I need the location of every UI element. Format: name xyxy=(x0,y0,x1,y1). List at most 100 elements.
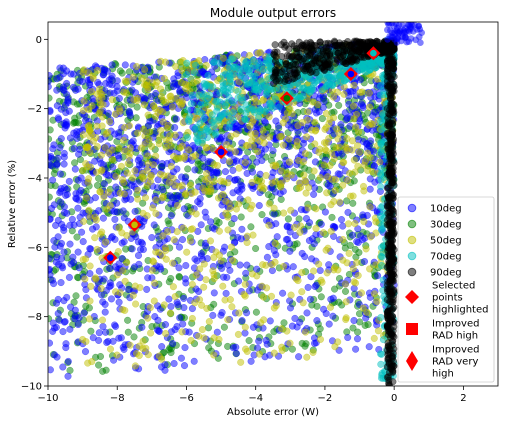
data-point xyxy=(298,288,306,296)
data-point xyxy=(278,346,286,354)
data-point xyxy=(366,175,374,183)
data-point xyxy=(165,178,173,187)
data-point xyxy=(108,96,116,104)
data-point xyxy=(49,176,57,184)
data-point xyxy=(352,345,360,353)
data-point xyxy=(128,86,136,94)
data-point xyxy=(322,309,330,318)
data-point xyxy=(188,91,196,100)
data-point xyxy=(144,351,152,359)
data-point xyxy=(196,195,204,203)
data-point xyxy=(346,169,354,177)
data-point xyxy=(171,293,179,301)
data-point xyxy=(75,150,83,158)
data-point xyxy=(327,40,335,48)
data-point xyxy=(165,295,173,303)
data-point xyxy=(160,75,168,83)
data-point xyxy=(104,109,112,117)
data-point xyxy=(315,260,323,268)
data-point xyxy=(278,325,286,333)
data-point xyxy=(146,173,155,181)
data-point xyxy=(245,68,253,76)
data-point xyxy=(150,221,158,229)
data-point xyxy=(166,309,174,317)
data-point xyxy=(267,292,276,300)
data-point xyxy=(253,272,261,280)
data-point xyxy=(172,62,180,71)
data-point xyxy=(241,329,249,337)
data-point xyxy=(71,118,79,126)
data-point xyxy=(48,193,53,201)
data-point xyxy=(142,81,150,89)
data-point xyxy=(226,75,234,83)
data-point xyxy=(140,101,148,109)
data-point xyxy=(326,73,334,81)
data-point xyxy=(132,300,140,308)
data-point xyxy=(270,210,278,218)
data-point xyxy=(273,233,281,241)
data-point xyxy=(157,85,165,93)
data-point xyxy=(265,200,273,208)
data-point xyxy=(284,235,292,243)
data-point xyxy=(204,324,213,332)
data-point xyxy=(266,133,274,141)
data-point xyxy=(67,70,75,78)
data-point xyxy=(253,81,261,90)
data-point xyxy=(70,144,78,153)
data-point xyxy=(178,328,186,336)
data-point xyxy=(183,106,192,114)
data-point xyxy=(219,82,227,90)
data-point xyxy=(189,153,197,161)
data-point xyxy=(268,261,276,269)
data-point xyxy=(56,170,64,178)
data-point xyxy=(175,243,183,251)
data-point xyxy=(130,333,138,341)
data-point xyxy=(77,186,85,194)
data-point xyxy=(374,327,382,335)
data-point xyxy=(48,152,55,160)
data-point xyxy=(355,310,364,318)
data-point xyxy=(347,50,355,58)
data-point xyxy=(78,228,86,236)
data-point xyxy=(59,363,67,371)
data-point xyxy=(310,267,318,275)
data-point xyxy=(306,295,314,303)
data-point xyxy=(353,259,361,267)
data-point xyxy=(133,94,141,102)
data-point xyxy=(131,207,139,215)
data-point xyxy=(53,102,61,110)
data-point xyxy=(310,79,319,87)
data-point xyxy=(223,89,232,97)
data-point xyxy=(162,329,170,338)
data-point xyxy=(229,166,237,174)
data-point xyxy=(243,347,251,355)
data-point xyxy=(360,161,368,169)
data-point xyxy=(384,36,391,43)
data-point xyxy=(54,216,62,224)
data-point xyxy=(297,93,305,101)
data-point xyxy=(323,189,331,197)
data-point xyxy=(291,314,299,322)
data-point xyxy=(51,243,59,251)
data-point xyxy=(324,173,332,181)
data-point xyxy=(181,344,189,352)
data-point xyxy=(241,323,249,331)
data-point xyxy=(86,262,94,270)
data-point xyxy=(343,144,351,152)
data-point xyxy=(315,148,323,156)
data-point xyxy=(162,246,170,254)
data-point xyxy=(333,56,341,64)
data-point xyxy=(111,130,119,138)
data-point xyxy=(258,211,266,219)
data-point xyxy=(105,117,114,126)
data-point xyxy=(115,298,123,306)
data-point xyxy=(255,201,263,210)
data-point xyxy=(325,120,333,128)
data-point xyxy=(363,308,371,316)
data-point xyxy=(86,213,94,221)
data-point xyxy=(198,68,206,76)
data-point xyxy=(339,51,347,59)
data-point xyxy=(277,179,285,187)
data-point xyxy=(390,87,398,95)
